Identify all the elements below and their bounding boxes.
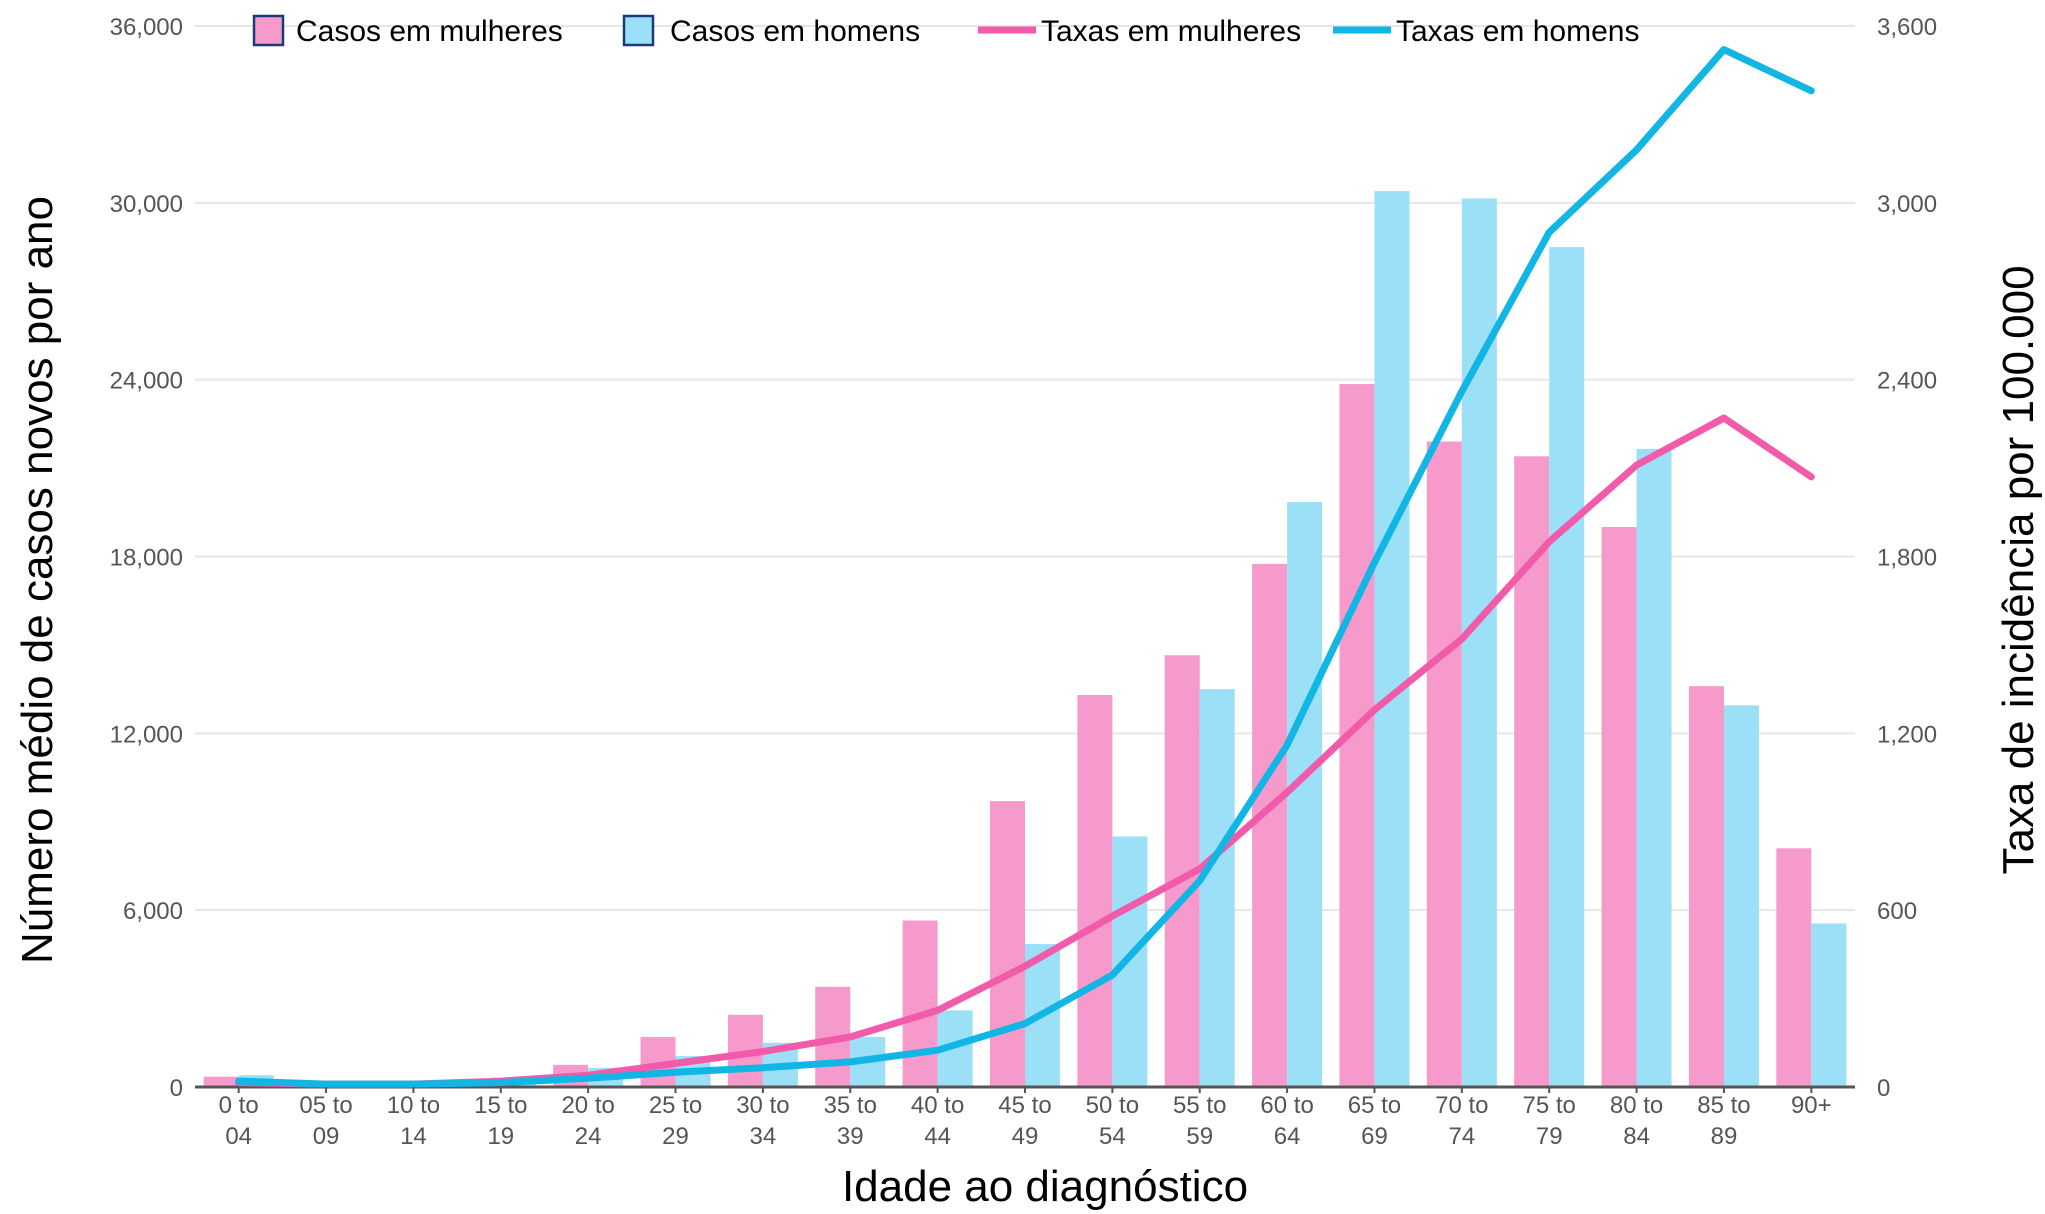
legend-label: Taxas em homens <box>1396 15 1639 48</box>
line-taxas-homens <box>235 46 1815 1088</box>
legend-swatch <box>622 14 655 47</box>
y-right-tick-label: 600 <box>1877 898 1917 925</box>
x-axis-ticks: 0 to 04 05 to 09 10 to 14 15 to 19 20 to 24 25 to 2… <box>219 1087 1832 1150</box>
y-left-tick-label: 18,000 <box>110 545 183 572</box>
series-lines <box>235 46 1815 1088</box>
bar-casos-mulheres <box>990 801 1025 1087</box>
legend-label: Taxas em mulheres <box>1041 15 1301 48</box>
x-tick-label: 24 <box>575 1123 602 1150</box>
bar-casos-mulheres <box>1426 441 1462 1087</box>
y-axis-left-ticks: 0 6,000 12,000 18,000 24,000 30,000 36,000 <box>110 14 183 1102</box>
x-tick-label: 10 to <box>387 1092 440 1119</box>
legend-swatch <box>252 14 285 47</box>
bar-casos-homens <box>1374 191 1410 1088</box>
y-axis-left-title: Número médio de casos novos por ano <box>13 196 62 964</box>
x-tick-label: 14 <box>400 1123 427 1150</box>
legend-label: Casos em homens <box>670 15 920 48</box>
x-tick-label: 19 <box>487 1123 514 1150</box>
bar-casos-mulheres <box>902 920 938 1087</box>
x-tick-label: 70 to <box>1435 1092 1488 1119</box>
y-left-tick-label: 12,000 <box>110 721 183 748</box>
x-tick-label: 25 to <box>649 1092 702 1119</box>
bar-casos-mulheres <box>1688 686 1724 1087</box>
bar-casos-mulheres <box>1252 563 1288 1087</box>
legend-label: Casos em mulheres <box>296 15 563 48</box>
x-tick-label: 54 <box>1099 1123 1126 1150</box>
x-axis-title: Idade ao diagnóstico <box>842 1162 1248 1211</box>
y-axis-right-ticks: 0 600 1,200 1,800 2,400 3,000 3,600 <box>1877 14 1937 1102</box>
x-tick-label: 05 to <box>299 1092 352 1119</box>
x-tick-label: 60 to <box>1260 1092 1313 1119</box>
x-tick-label: 55 to <box>1173 1092 1226 1119</box>
x-tick-label: 04 <box>225 1123 252 1150</box>
bar-casos-homens <box>1199 689 1235 1087</box>
bar-casos-homens <box>1723 705 1759 1087</box>
y-right-tick-label: 1,800 <box>1877 545 1937 572</box>
x-tick-label: 50 to <box>1086 1092 1139 1119</box>
y-right-tick-label: 0 <box>1877 1075 1890 1102</box>
y-left-tick-label: 24,000 <box>110 368 183 395</box>
x-tick-label: 20 to <box>561 1092 614 1119</box>
y-right-tick-label: 2,400 <box>1877 368 1937 395</box>
x-tick-label: 34 <box>750 1123 777 1150</box>
x-tick-label: 45 to <box>998 1092 1051 1119</box>
x-tick-label: 74 <box>1448 1123 1475 1150</box>
y-left-tick-label: 36,000 <box>110 14 183 41</box>
x-tick-label: 69 <box>1361 1123 1388 1150</box>
x-tick-label: 84 <box>1623 1123 1650 1150</box>
bar-casos-mulheres <box>1601 527 1637 1087</box>
x-tick-label: 39 <box>837 1123 864 1150</box>
bar-casos-homens <box>1287 501 1323 1087</box>
y-right-tick-label: 3,600 <box>1877 14 1937 41</box>
x-tick-label: 75 to <box>1523 1092 1576 1119</box>
bar-casos-mulheres <box>203 1076 239 1087</box>
bar-casos-mulheres <box>1776 848 1812 1087</box>
bar-casos-homens <box>1811 923 1847 1087</box>
bars <box>203 191 1847 1088</box>
x-tick-label: 65 to <box>1348 1092 1401 1119</box>
x-tick-label: 0 to <box>219 1092 259 1119</box>
x-tick-label: 89 <box>1711 1123 1738 1150</box>
x-tick-label: 44 <box>924 1123 951 1150</box>
bar-casos-homens <box>1549 247 1585 1087</box>
x-tick-label: 79 <box>1536 1123 1563 1150</box>
legend: Casos em mulheres Casos em homens Taxas em… <box>252 14 1639 48</box>
x-tick-label: 30 to <box>736 1092 789 1119</box>
x-tick-label: 09 <box>313 1123 340 1150</box>
y-right-tick-label: 3,000 <box>1877 191 1937 218</box>
x-tick-label: 15 to <box>474 1092 527 1119</box>
y-left-tick-label: 30,000 <box>110 191 183 218</box>
x-tick-label: 85 to <box>1697 1092 1750 1119</box>
bar-casos-homens <box>1112 836 1148 1087</box>
x-tick-label: 35 to <box>824 1092 877 1119</box>
y-axis-right-title: Taxa de incidência por 100.000 <box>1994 265 2043 874</box>
x-tick-label: 59 <box>1186 1123 1213 1150</box>
bar-casos-mulheres <box>1077 695 1113 1087</box>
x-tick-label: 29 <box>662 1123 689 1150</box>
y-left-tick-label: 0 <box>170 1075 183 1102</box>
x-tick-label: 80 to <box>1610 1092 1663 1119</box>
x-tick-label: 90+ <box>1791 1092 1832 1119</box>
bar-casos-homens <box>1461 198 1497 1088</box>
y-right-tick-label: 1,200 <box>1877 721 1937 748</box>
x-tick-label: 49 <box>1012 1123 1039 1150</box>
bar-casos-homens <box>1636 448 1672 1087</box>
y-left-tick-label: 6,000 <box>123 898 183 925</box>
x-tick-label: 64 <box>1274 1123 1301 1150</box>
x-tick-label: 40 to <box>911 1092 964 1119</box>
